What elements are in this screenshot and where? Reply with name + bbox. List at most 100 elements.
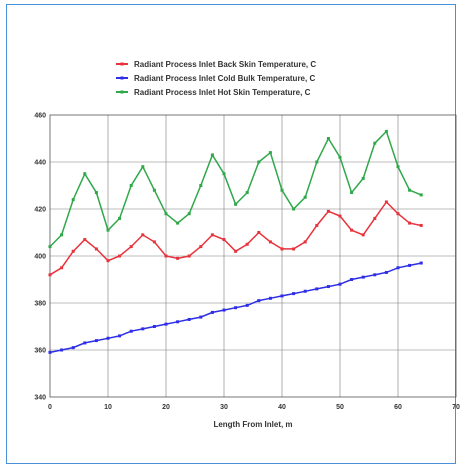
- data-point: [106, 336, 110, 340]
- data-point: [292, 207, 296, 211]
- data-point: [187, 212, 191, 216]
- data-point: [234, 306, 238, 310]
- x-tick-label: 70: [452, 404, 460, 411]
- data-point: [106, 228, 110, 232]
- series-line: [49, 200, 422, 276]
- data-point: [234, 202, 238, 206]
- data-point: [60, 233, 64, 237]
- series-line: [49, 129, 422, 248]
- data-point: [361, 275, 365, 279]
- data-point: [129, 184, 133, 187]
- data-point: [408, 221, 412, 225]
- y-tick-label: 440: [34, 160, 46, 167]
- data-point: [338, 214, 342, 218]
- y-tick-label: 380: [34, 301, 46, 308]
- data-point: [396, 212, 400, 216]
- legend-swatch-marker: [120, 62, 124, 66]
- legend-item: Radiant Process Inlet Back Skin Temperat…: [116, 60, 316, 69]
- data-point: [303, 240, 307, 244]
- data-point: [141, 233, 145, 237]
- data-point: [373, 273, 377, 277]
- data-point: [60, 266, 64, 270]
- data-point: [384, 129, 388, 133]
- data-point: [419, 261, 423, 265]
- y-tick-label: 360: [34, 348, 46, 355]
- data-point: [118, 216, 122, 220]
- data-point: [350, 191, 354, 195]
- data-point: [315, 223, 319, 227]
- data-point: [384, 270, 388, 274]
- data-point: [361, 233, 365, 237]
- data-point: [373, 141, 377, 145]
- x-tick-label: 60: [394, 404, 402, 411]
- x-tick-label: 50: [336, 404, 344, 411]
- data-point: [94, 339, 98, 343]
- data-point: [199, 245, 203, 249]
- data-point: [280, 188, 284, 192]
- data-point: [222, 238, 226, 242]
- data-point: [129, 245, 133, 249]
- data-point: [408, 263, 412, 267]
- data-point: [396, 165, 400, 169]
- data-point: [118, 334, 122, 338]
- data-point: [222, 308, 226, 312]
- data-point: [315, 287, 319, 291]
- data-point: [408, 188, 412, 192]
- data-point: [257, 160, 261, 164]
- x-tick-label: 30: [220, 404, 228, 411]
- y-tick-label: 460: [34, 113, 46, 120]
- data-point: [71, 198, 75, 202]
- x-axis-label: Length From Inlet, m: [213, 420, 292, 429]
- data-point: [257, 299, 261, 303]
- data-point: [83, 172, 87, 176]
- data-point: [118, 254, 122, 258]
- data-point: [164, 322, 168, 326]
- x-tick-label: 0: [48, 404, 52, 411]
- data-point: [303, 289, 307, 293]
- data-point: [234, 249, 238, 253]
- data-point: [199, 184, 203, 187]
- data-point: [326, 137, 330, 140]
- data-point: [71, 346, 75, 350]
- data-point: [187, 317, 191, 321]
- data-point: [303, 195, 307, 199]
- data-point: [94, 247, 98, 251]
- plot-area-border: [49, 114, 457, 398]
- data-point: [210, 233, 214, 237]
- data-point: [268, 151, 272, 155]
- x-tick-label: 40: [278, 404, 286, 411]
- y-axis-ticks: 340 360 380 400 420 440 460: [34, 113, 46, 402]
- data-point: [164, 212, 168, 216]
- data-point: [152, 240, 156, 244]
- data-point: [48, 350, 52, 354]
- data-point: [268, 240, 272, 244]
- data-point: [60, 348, 64, 352]
- data-point: [141, 165, 145, 169]
- data-point: [222, 172, 226, 176]
- data-point: [83, 238, 87, 242]
- legend-swatch-marker: [120, 90, 124, 94]
- data-point: [176, 221, 180, 225]
- data-point: [83, 341, 87, 345]
- data-point: [164, 254, 168, 258]
- data-point: [326, 209, 330, 213]
- chart-series: [48, 129, 423, 354]
- chart-legend: Radiant Process Inlet Back Skin Temperat…: [116, 60, 316, 97]
- data-point: [280, 247, 284, 251]
- x-axis-ticks: 0 10 20 30 40 50 60 70: [48, 404, 460, 411]
- data-point: [338, 155, 342, 159]
- data-point: [141, 327, 145, 331]
- data-point: [48, 245, 52, 249]
- y-tick-label: 420: [34, 207, 46, 214]
- legend-item: Radiant Process Inlet Hot Skin Temperatu…: [116, 88, 311, 97]
- data-point: [361, 176, 365, 180]
- data-point: [384, 200, 388, 204]
- y-tick-label: 340: [34, 395, 46, 402]
- data-point: [373, 216, 377, 220]
- data-point: [292, 247, 296, 251]
- data-point: [292, 292, 296, 296]
- data-point: [94, 191, 98, 195]
- data-point: [106, 259, 110, 263]
- series-0: [48, 200, 423, 277]
